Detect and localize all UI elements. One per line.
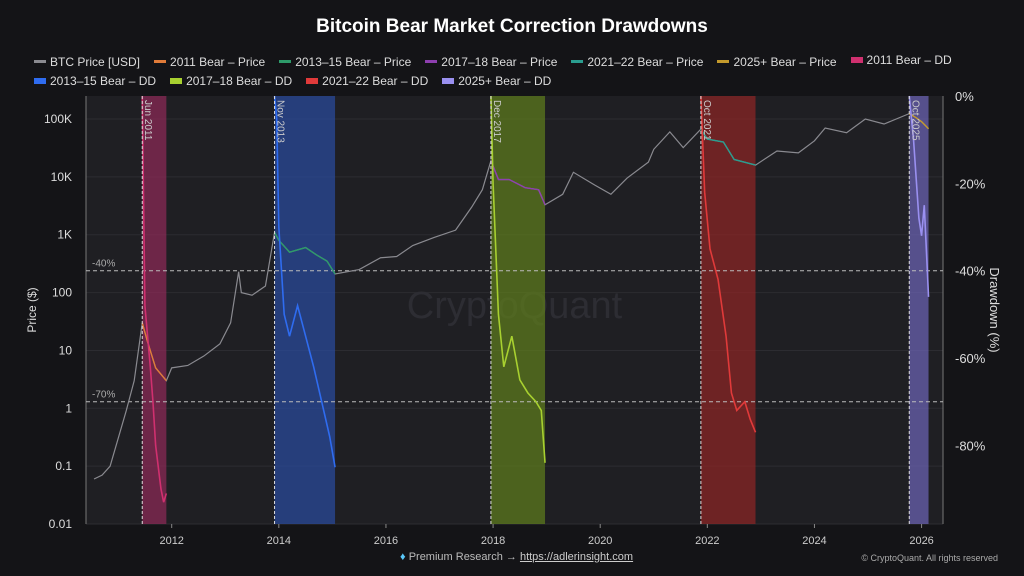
y-tick-label: 10K [51,170,72,184]
legend-swatch [34,60,46,63]
bear-dd-line-2013–15 [273,95,336,468]
legend-swatch [717,60,730,63]
legend-item[interactable]: 2013–15 Bear – Price [279,53,411,71]
y2-tick-label: -20% [955,176,986,191]
copyright: © CryptoQuant. All rights reserved [861,553,998,563]
y-tick-label: 0.1 [55,459,72,473]
bear-start-label: Oct 2025 [909,100,920,141]
bear-price-line-2011 [141,322,167,382]
x-tick-label: 2014 [267,535,291,547]
chart-title: Bitcoin Bear Market Correction Drawdowns [316,16,708,37]
legend-item[interactable]: 2021–22 Bear – Price [571,53,703,71]
bear-price-line-2017–18 [490,160,546,206]
legend-swatch [571,60,584,63]
y2-axis-label: Drawdown (%) [987,267,1002,352]
y2-tick-label: -40% [955,264,986,279]
y-tick-label: 0.01 [49,517,73,531]
legend-label: 2011 Bear – DD [866,53,952,67]
y-tick-label: 1 [65,401,72,415]
bear-band-2011 [142,96,167,524]
legend-label: 2025+ Bear – DD [458,73,552,88]
legend-label: 2011 Bear – Price [170,54,266,69]
y-tick-label: 100K [44,112,72,126]
bear-price-line-2021–22 [700,128,756,166]
y-tick-label: 100 [52,286,72,300]
bear-dd-line-2025+ [908,95,930,297]
x-tick-label: 2020 [588,535,612,547]
legend-swatch [850,57,863,63]
y-tick-label: 10 [59,343,73,357]
x-tick-label: 2026 [909,535,933,547]
bear-band-2017–18 [490,96,546,524]
legend-swatch [442,77,455,84]
y2-tick-label: -60% [955,351,986,366]
premium-text: Premium Research → [408,551,517,563]
legend-label: 2021–22 Bear – DD [322,73,429,88]
legend: BTC Price [USD] 2011 Bear – Price 2013–15 … [34,50,1004,90]
legend-swatch [425,60,438,63]
legend-label: 2013–15 Bear – Price [295,54,412,69]
bear-price-line-2013–15 [273,232,336,275]
legend-swatch [34,77,46,84]
bear-start-label: Jun 2011 [142,100,153,141]
legend-swatch [279,60,292,63]
footer-promo: ♦ Premium Research → https://adlerinsigh… [400,551,633,563]
x-tick-label: 2022 [695,535,719,547]
y2-tick-label: 0% [955,89,974,104]
legend-swatch [154,60,167,63]
legend-swatch [170,77,183,84]
bear-start-label: Oct 2021 [701,100,712,141]
x-tick-label: 2016 [374,535,398,547]
legend-item[interactable]: 2025+ Bear – Price [717,53,837,71]
bear-dd-line-2021–22 [700,95,757,433]
legend-item[interactable]: 2011 Bear – DD [850,51,952,69]
legend-item[interactable]: 2025+ Bear – DD [442,72,551,90]
legend-item[interactable]: BTC Price [USD] [34,53,140,71]
legend-swatch [306,77,319,84]
y2-tick-label: -80% [955,438,986,453]
reference-line-label: -40% [92,259,115,270]
legend-item[interactable]: 2017–18 Bear – Price [425,53,557,71]
x-tick-label: 2018 [481,535,505,547]
bear-band-2025+ [909,96,929,524]
legend-label: 2017–18 Bear – DD [186,73,293,88]
bear-band-2021–22 [700,96,756,524]
gem-icon: ♦ [400,551,406,563]
bear-dd-line-2017–18 [490,95,546,463]
bear-dd-line-2011 [141,95,168,503]
bear-start-label: Dec 2017 [491,100,502,143]
legend-item[interactable]: 2013–15 Bear – DD [34,72,156,90]
btc-price-line [93,112,929,480]
reference-line-label: -70% [92,390,115,401]
legend-label: 2017–18 Bear – Price [441,54,558,69]
x-tick-label: 2024 [802,535,826,547]
y-tick-label: 1K [57,228,72,242]
legend-item[interactable]: 2017–18 Bear – DD [170,72,292,90]
legend-label: 2025+ Bear – Price [733,54,837,69]
y-axis-label: Price ($) [25,287,39,332]
legend-item[interactable]: 2021–22 Bear – DD [306,72,428,90]
x-tick-label: 2012 [159,535,183,547]
legend-label: 2021–22 Bear – Price [587,54,704,69]
bear-price-line-2025+ [908,113,930,130]
legend-label: 2013–15 Bear – DD [50,73,157,88]
legend-item[interactable]: 2011 Bear – Price [154,53,265,71]
bear-start-label: Nov 2013 [275,100,286,143]
premium-link[interactable]: https://adlerinsight.com [519,551,634,563]
legend-label: BTC Price [USD] [50,54,141,69]
